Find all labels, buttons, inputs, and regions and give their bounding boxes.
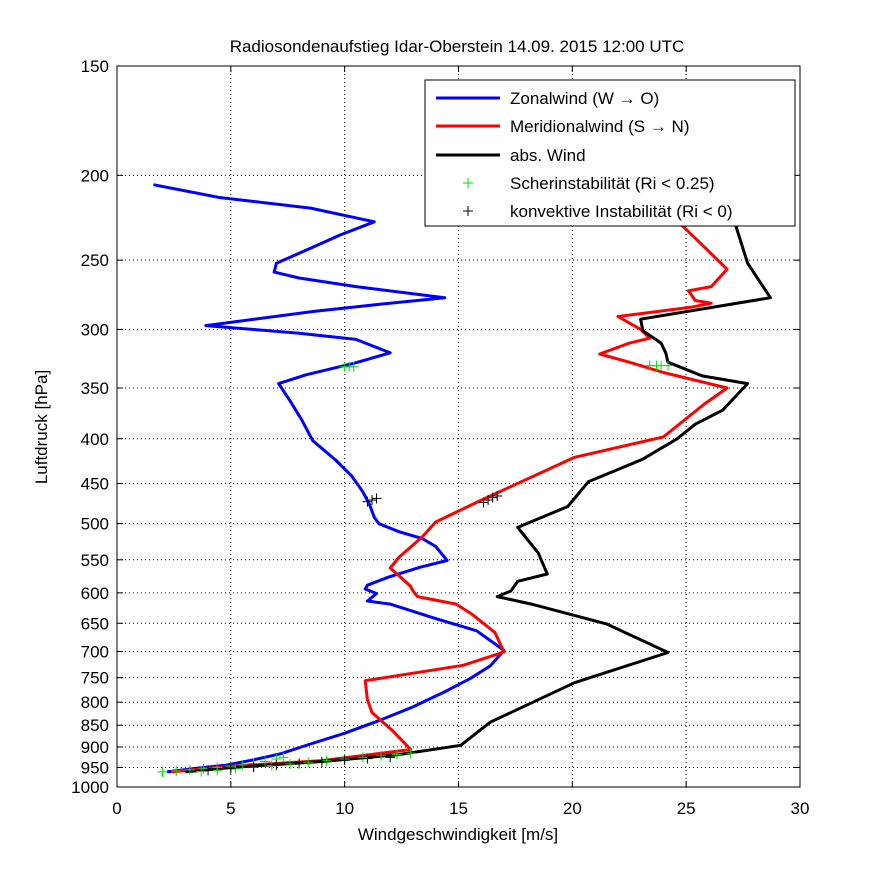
convective-instability-marker bbox=[362, 496, 373, 507]
y-tick-label: 500 bbox=[81, 515, 109, 534]
x-tick-label: 25 bbox=[677, 799, 696, 818]
zonal-wind-line bbox=[153, 183, 506, 774]
y-tick-label: 950 bbox=[81, 759, 109, 778]
shear-instability-marker bbox=[662, 360, 673, 371]
convective-instability-marker bbox=[385, 752, 396, 763]
convective-instability-marker bbox=[366, 495, 377, 506]
shear-instability-marker bbox=[212, 765, 223, 776]
shear-instability-marker bbox=[237, 760, 248, 771]
shear-instability-marker bbox=[196, 766, 207, 777]
shear-instability-marker bbox=[303, 757, 314, 768]
convective-instability-marker bbox=[271, 760, 282, 771]
y-tick-label: 800 bbox=[81, 693, 109, 712]
shear-instability-marker bbox=[157, 766, 168, 777]
y-tick-label: 300 bbox=[81, 320, 109, 339]
y-tick-label: 450 bbox=[81, 475, 109, 494]
shear-instability-marker bbox=[405, 748, 416, 759]
y-tick-label: 550 bbox=[81, 551, 109, 570]
shear-instability-marker bbox=[278, 752, 289, 763]
legend-label-shear: Scherinstabilität (Ri < 0.25) bbox=[510, 174, 715, 193]
shear-instability-marker bbox=[392, 749, 403, 760]
x-tick-label: 0 bbox=[112, 799, 121, 818]
x-tick-label: 20 bbox=[563, 799, 582, 818]
y-tick-label: 700 bbox=[81, 642, 109, 661]
y-tick-label: 350 bbox=[81, 379, 109, 398]
shear-instability-marker bbox=[184, 764, 195, 775]
shear-instability-marker bbox=[198, 763, 209, 774]
chart-title: Radiosondenaufstieg Idar-Oberstein 14.09… bbox=[230, 37, 685, 56]
y-tick-label: 1000 bbox=[71, 778, 109, 797]
x-tick-label: 30 bbox=[791, 799, 810, 818]
legend-box bbox=[424, 79, 796, 227]
convective-instability-marker bbox=[294, 758, 305, 769]
y-tick-label: 900 bbox=[81, 738, 109, 757]
legend-marker-convective bbox=[463, 206, 473, 216]
shear-instability-marker bbox=[357, 752, 368, 763]
convective-instability-marker bbox=[316, 756, 327, 767]
shear-instability-marker bbox=[348, 361, 359, 372]
shear-instability-marker bbox=[376, 750, 387, 761]
y-tick-label: 400 bbox=[81, 430, 109, 449]
x-tick-label: 10 bbox=[335, 799, 354, 818]
convective-instability-marker bbox=[492, 490, 503, 501]
series-layer bbox=[153, 183, 772, 777]
y-tick-label: 150 bbox=[81, 57, 109, 76]
convective-instability-marker bbox=[225, 763, 236, 774]
convective-instability-marker bbox=[371, 493, 382, 504]
x-axis-label: Windgeschwindigkeit [m/s] bbox=[358, 825, 558, 844]
shear-instability-marker bbox=[171, 766, 182, 777]
convective-instability-marker bbox=[487, 492, 498, 503]
convective-instability-marker bbox=[362, 753, 373, 764]
legend-label-zonal: Zonalwind (W → O) bbox=[510, 89, 659, 108]
ticks: 0 5 10 15 20 25 30 150 200 250 300 350 400 450 500 550 6… bbox=[71, 57, 809, 818]
y-tick-label: 200 bbox=[81, 166, 109, 185]
y-tick-label: 850 bbox=[81, 716, 109, 735]
absolute-wind-line bbox=[185, 219, 772, 774]
legend-label-absolute: abs. Wind bbox=[510, 146, 586, 165]
shear-instability-marker bbox=[259, 756, 270, 767]
convective-instability-marker bbox=[203, 765, 214, 776]
legend-label-convective: konvektive Instabilität (Ri < 0) bbox=[510, 202, 733, 221]
shear-instability-marker bbox=[321, 755, 332, 766]
y-axis-label: Luftdruck [hPa] bbox=[32, 370, 51, 484]
convective-instability-marker bbox=[339, 755, 350, 766]
y-tick-label: 600 bbox=[81, 584, 109, 603]
y-tick-label: 250 bbox=[81, 251, 109, 270]
x-tick-label: 15 bbox=[449, 799, 468, 818]
x-tick-label: 5 bbox=[226, 799, 235, 818]
y-tick-label: 750 bbox=[81, 669, 109, 688]
legend: Zonalwind (W → O) Meridionalwind (S → N)… bbox=[424, 79, 796, 227]
convective-instability-marker bbox=[478, 497, 489, 508]
shear-instability-marker bbox=[285, 758, 296, 769]
convective-instability-marker bbox=[483, 495, 494, 506]
meridional-wind-line bbox=[171, 224, 729, 774]
y-tick-label: 650 bbox=[81, 614, 109, 633]
legend-marker-shear bbox=[463, 178, 473, 188]
convective-instability-marker bbox=[248, 762, 259, 773]
legend-label-meridional: Meridionalwind (S → N) bbox=[510, 117, 690, 136]
